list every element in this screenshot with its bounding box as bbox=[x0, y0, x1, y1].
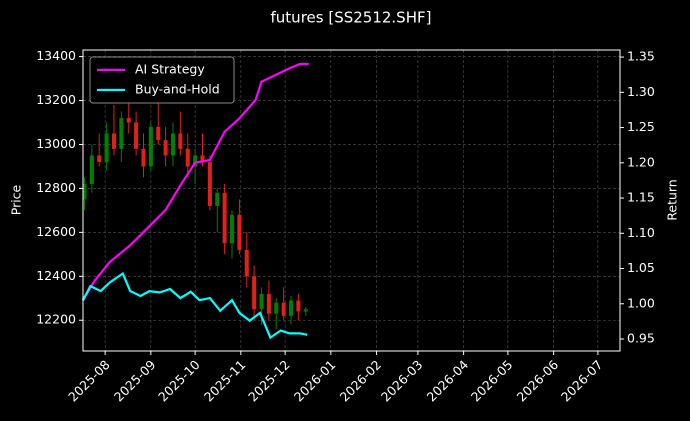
y-tick-label: 12200 bbox=[36, 312, 76, 327]
x-tick-label: 2025-09 bbox=[111, 357, 159, 405]
y-tick-label: 12400 bbox=[36, 268, 76, 283]
x-tick-label: 2026-04 bbox=[424, 357, 472, 405]
series-line bbox=[82, 271, 308, 340]
candle-body bbox=[185, 148, 190, 167]
candle-body bbox=[156, 126, 161, 141]
candle-body bbox=[296, 300, 301, 312]
candle-body bbox=[274, 302, 279, 314]
candle-body bbox=[200, 155, 205, 163]
x-tick-label: 2026-03 bbox=[378, 357, 426, 405]
candle-body bbox=[281, 302, 286, 316]
legend-label: AI Strategy bbox=[135, 62, 205, 77]
candle-body bbox=[170, 133, 176, 156]
chart-title: futures [SS2512.SHF] bbox=[271, 9, 432, 27]
y2-tick-label: 1.25 bbox=[627, 119, 655, 134]
candle-body bbox=[89, 155, 94, 185]
x-tick-label: 2026-02 bbox=[337, 357, 385, 405]
candle-body bbox=[222, 192, 227, 244]
plot-frame bbox=[82, 49, 621, 352]
candle-body bbox=[178, 133, 183, 149]
candle-body bbox=[148, 126, 153, 167]
candle-body bbox=[252, 276, 257, 310]
y-tick-label: 12600 bbox=[36, 224, 76, 239]
y2-tick-label: 1.15 bbox=[627, 190, 655, 205]
y2-tick-label: 1.20 bbox=[627, 154, 655, 169]
legend: AI Strategy Buy-and-Hold bbox=[89, 56, 235, 104]
y2-tick-label: 1.05 bbox=[627, 260, 655, 275]
x-tick-label: 2026-01 bbox=[291, 357, 339, 405]
candle-body bbox=[97, 155, 102, 163]
candle-body bbox=[193, 155, 198, 167]
y2-tick-label: 1.35 bbox=[627, 49, 655, 64]
candle-body bbox=[119, 118, 124, 149]
candle-body bbox=[229, 214, 235, 244]
x-tick-label: 2026-07 bbox=[558, 357, 606, 405]
y-tick-label: 13400 bbox=[36, 48, 76, 63]
x-tick-label: 2025-08 bbox=[65, 357, 113, 405]
legend-label: Buy-and-Hold bbox=[135, 82, 220, 97]
candle-body bbox=[237, 214, 242, 250]
y2-tick-label: 0.95 bbox=[627, 331, 655, 346]
candle-body bbox=[134, 122, 139, 149]
candle-body bbox=[215, 192, 220, 206]
candle-body bbox=[126, 118, 131, 123]
candle-body bbox=[259, 293, 264, 310]
candle-body bbox=[266, 293, 271, 314]
x-tick-label: 2026-05 bbox=[468, 357, 516, 405]
y2-tick-label: 1.00 bbox=[627, 295, 655, 310]
candle-body bbox=[141, 148, 146, 167]
candle-body bbox=[104, 133, 109, 163]
candle-body bbox=[207, 162, 212, 206]
y-tick-label: 13200 bbox=[36, 92, 76, 107]
series-line bbox=[82, 62, 309, 301]
x-tick-label: 2025-11 bbox=[201, 357, 249, 405]
candle-body bbox=[303, 309, 308, 312]
y-axis-label: Price bbox=[9, 184, 24, 215]
x-tick-label: 2025-10 bbox=[155, 357, 203, 405]
candle-body bbox=[288, 300, 294, 316]
y-tick-label: 12800 bbox=[36, 180, 76, 195]
y2-tick-label: 1.10 bbox=[627, 225, 655, 240]
y2-axis-label: Return bbox=[665, 179, 680, 220]
x-tick-label: 2026-06 bbox=[514, 357, 562, 405]
x-tick-label: 2025-12 bbox=[245, 357, 293, 405]
y-tick-label: 13000 bbox=[36, 136, 76, 151]
y2-tick-label: 1.30 bbox=[627, 84, 655, 99]
candle-body bbox=[163, 140, 168, 156]
legend-box bbox=[89, 56, 235, 104]
candle-body bbox=[82, 184, 87, 200]
candle-body bbox=[111, 133, 117, 149]
candle-body bbox=[244, 249, 249, 277]
